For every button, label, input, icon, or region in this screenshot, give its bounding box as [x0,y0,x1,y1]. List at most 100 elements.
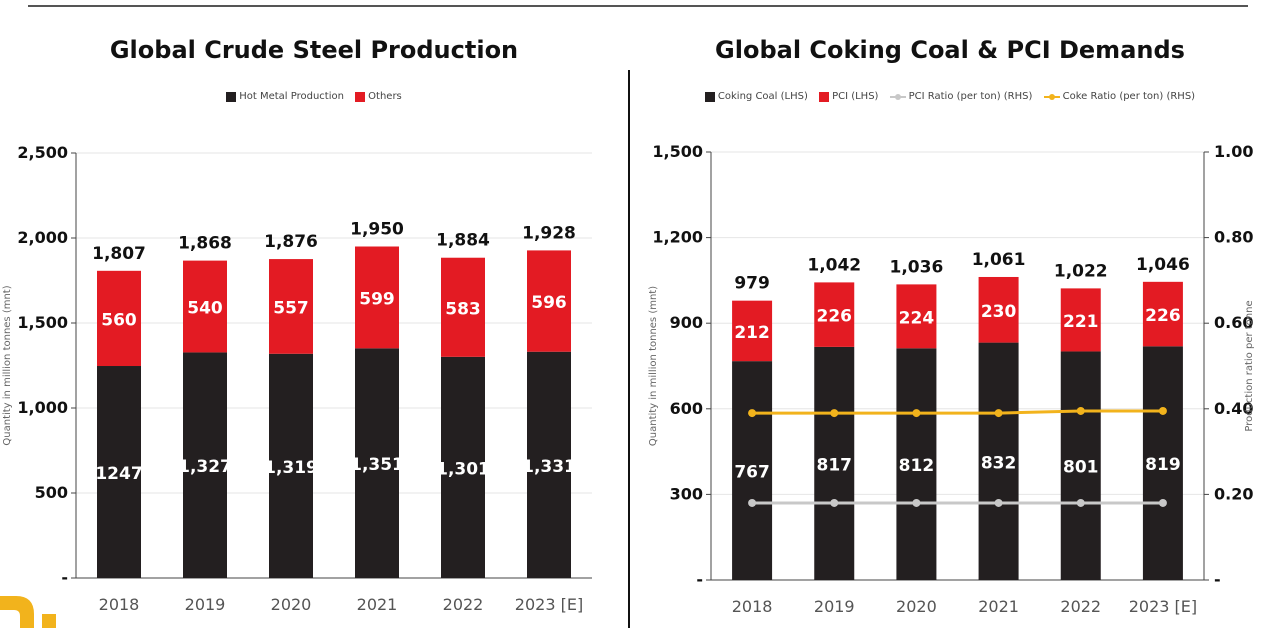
coke-ratio-point [912,409,921,418]
y2-tick-label: 1.00 [1214,142,1253,161]
bar-data-label: 226 [817,307,853,327]
bar-data-label: 557 [273,298,309,318]
y-tick-label: 1,000 [17,398,68,417]
x-tick-label: 2022 [443,595,484,614]
chart-legend: Coking Coal (LHS) PCI (LHS) PCI Ratio (p… [630,91,1270,105]
bar-data-label: 596 [531,293,567,313]
bar-total-label: 1,807 [92,244,146,264]
x-tick-label: 2020 [896,597,937,616]
pci-ratio-point [994,498,1003,507]
y2-tick-label: 0.20 [1214,484,1253,503]
chart-legend: Hot Metal Production Others [0,91,628,105]
coke-ratio-line [752,409,1163,415]
bar-data-label: 1247 [95,464,142,484]
bar-data-label: 817 [817,455,853,475]
bar-data-label: 1,319 [264,458,318,478]
bar-segment-red [1060,288,1101,352]
bar-segment-dark [527,351,571,578]
y2-tick-label: 0.80 [1214,228,1253,247]
y-tick-label: 1,500 [17,313,68,332]
coke-ratio-point [1076,406,1085,415]
bar-total-label: 1,884 [436,231,490,251]
bar-data-label: 221 [1063,312,1099,332]
bar-data-label: 1,301 [436,459,490,479]
pci-ratio-point [1158,498,1167,507]
legend-item-hot-metal: Hot Metal Production [226,91,344,102]
bar-total-label: 1,868 [178,234,232,254]
bar-segment-red [896,284,937,349]
bar-data-label: 599 [359,289,395,309]
chart-title: Global Coking Coal & PCI Demands [715,36,1185,64]
bar-segment-dark [355,348,399,578]
legend-label: Coking Coal (LHS) [717,91,808,102]
bar-segment-red [527,250,571,352]
brand-logo-fragment [0,596,56,628]
x-tick-label: 2021 [357,595,398,614]
bar-segment-red [97,270,141,367]
y-tick-label: - [61,568,68,587]
bar-segment-dark [896,348,937,580]
y-tick-label: 500 [35,483,68,502]
x-tick-label: 2020 [271,595,312,614]
bar-segment-red [814,282,855,347]
bar-segment-dark [97,366,141,578]
legend-swatch-red [355,91,366,102]
bar-data-label: 767 [734,463,770,483]
bar-total-label: 1,061 [972,250,1026,270]
x-tick-label: 2018 [732,597,773,616]
bar-total-label: 1,950 [350,220,404,240]
bar-data-label: 583 [445,299,481,319]
x-tick-label: 2019 [814,597,855,616]
bar-segment-red [269,259,313,354]
bar-segment-red [978,276,1019,343]
legend-item-coking-coal: Coking Coal (LHS) [704,91,808,102]
y-tick-label: 2,000 [17,228,68,247]
chart-title: Global Crude Steel Production [109,36,519,64]
crude-steel-plot: - 500 1,000 1,500 2,000 2,500 Quantity in mill… [2,143,592,614]
y2-tick-label: - [1214,570,1221,589]
bar-total-label: 1,876 [264,232,318,252]
y-axis-title: Quantity in million tonnes (mnt) [648,286,659,446]
bar-data-label: 224 [899,308,935,328]
pci-ratio-point [912,498,921,507]
coke-ratio-point [748,409,757,418]
y-tick-label: 900 [670,313,703,332]
bar-data-label: 832 [981,453,1017,473]
bar-segment-dark [732,361,773,580]
legend-swatch-red [819,91,830,102]
y-tick-label: 600 [670,399,703,418]
legend-item-coke-ratio: Coke Ratio (per ton) (RHS) [1043,91,1195,102]
bar-data-label: 819 [1145,455,1181,475]
bar-data-label: 1,351 [350,455,404,475]
coke-ratio-point [1158,406,1167,415]
legend-line-swatch-gray [889,92,906,102]
x-tick-label: 2023 [E] [1129,597,1197,616]
coke-ratio-point [994,409,1003,418]
y2-tick-label: 0.60 [1214,313,1253,332]
y2-axis-title: Production ratio per tonne [1244,300,1255,431]
pci-ratio-point [830,498,839,507]
bar-data-label: 560 [101,310,137,330]
bar-segment-red [183,260,227,353]
y-tick-label: - [696,570,703,589]
bar-total-label: 1,042 [807,255,861,275]
coking-coal-chart-panel: Global Coking Coal & PCI Demands Coking … [630,0,1270,628]
x-tick-label: 2021 [978,597,1019,616]
y-tick-label: 300 [670,484,703,503]
y-tick-label: 1,500 [652,142,703,161]
bar-segment-dark [183,352,227,578]
coke-ratio-point [830,409,839,418]
bar-segment-dark [441,356,485,578]
legend-line-swatch-gold [1043,92,1060,102]
legend-label: PCI (LHS) [832,91,879,102]
bar-segment-dark [978,342,1019,580]
bar-segment-dark [1142,346,1183,580]
legend-item-pci-ratio: PCI Ratio (per ton) (RHS) [889,91,1032,102]
bar-segment-dark [1060,351,1101,580]
legend-item-pci: PCI (LHS) [819,91,878,102]
bar-data-label: 1,327 [178,457,232,477]
top-rule [28,5,1248,7]
legend-label: Others [368,91,402,102]
bar-segment-red [355,246,399,349]
bar-total-label: 1,928 [522,223,576,243]
